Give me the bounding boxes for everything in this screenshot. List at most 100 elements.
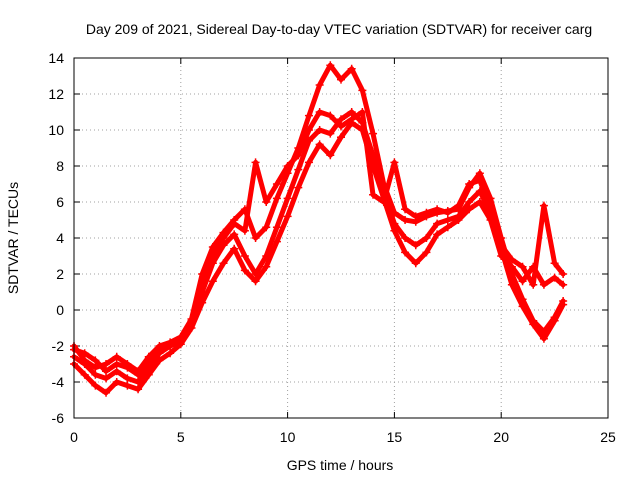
data-point <box>80 349 89 358</box>
x-tick-label: 5 <box>177 429 185 445</box>
data-point <box>198 280 207 289</box>
data-point <box>518 302 527 311</box>
data-point <box>443 216 452 224</box>
data-point <box>411 259 420 268</box>
y-tick-label: 8 <box>56 158 64 174</box>
data-point <box>134 385 143 394</box>
x-tick-label: 20 <box>493 429 509 445</box>
data-point <box>91 370 100 379</box>
data-point <box>219 234 228 242</box>
data-point <box>112 367 121 376</box>
data-point <box>294 183 303 192</box>
data-point <box>465 198 474 206</box>
data-point <box>123 374 132 383</box>
data-point <box>262 198 271 206</box>
y-tick-label: 6 <box>56 194 64 210</box>
data-point <box>559 300 568 309</box>
data-point <box>176 336 185 345</box>
data-point <box>550 316 559 325</box>
data-point <box>315 126 324 134</box>
data-point <box>497 241 506 250</box>
data-point <box>315 140 324 149</box>
data-point <box>337 122 345 131</box>
data-point <box>230 230 239 239</box>
data-point <box>240 226 249 235</box>
data-point <box>475 176 484 185</box>
data-point <box>507 280 516 289</box>
x-tick-labels: 0 5 10 15 20 25 <box>70 429 616 445</box>
data-point <box>326 151 335 160</box>
y-tick-labels: -6 -4 -2 0 2 4 6 8 10 12 14 <box>48 50 64 426</box>
data-point <box>497 252 506 260</box>
x-tick-label: 15 <box>387 429 403 445</box>
data-point <box>208 277 217 286</box>
data-point <box>134 370 143 379</box>
y-tick-label: 4 <box>56 230 64 246</box>
data-point <box>465 180 474 188</box>
data-point <box>326 111 335 120</box>
data-point <box>539 280 548 289</box>
data-point <box>401 205 410 214</box>
y-tick-label: -4 <box>52 374 65 390</box>
y-tick-label: -2 <box>52 338 65 354</box>
data-point <box>80 360 89 368</box>
data-point <box>91 381 100 390</box>
data-point <box>390 226 399 235</box>
data-point <box>102 388 111 397</box>
data-point <box>518 277 527 286</box>
series-track-4 <box>70 108 568 379</box>
data-point <box>315 81 324 89</box>
data-point <box>262 223 271 232</box>
data-point <box>230 244 239 253</box>
data-point <box>433 219 442 228</box>
data-point <box>251 277 260 286</box>
data-point <box>369 129 378 138</box>
data-point <box>315 108 324 116</box>
data-point <box>443 223 452 232</box>
data-point <box>102 360 111 368</box>
data-point <box>326 61 335 70</box>
data-point <box>272 223 281 232</box>
data-point <box>91 363 100 372</box>
data-point <box>240 252 249 260</box>
data-point <box>507 255 516 264</box>
data-point <box>251 158 260 167</box>
series-track-3 <box>70 118 568 397</box>
data-point <box>559 270 568 278</box>
data-point <box>166 342 175 350</box>
data-point <box>326 129 335 138</box>
data-point <box>80 370 89 379</box>
data-point <box>187 316 196 325</box>
x-tick-label: 25 <box>600 429 616 445</box>
data-point <box>304 126 313 134</box>
x-tick-label: 0 <box>70 429 78 445</box>
data-point <box>475 198 484 206</box>
data-point <box>529 280 538 289</box>
data-point <box>337 75 345 84</box>
data-point <box>539 201 548 210</box>
data-point <box>155 345 164 354</box>
data-point <box>347 64 356 73</box>
data-point <box>272 180 281 188</box>
data-point <box>240 266 249 275</box>
data-point <box>337 133 345 142</box>
data-point <box>401 234 410 242</box>
data-point <box>112 360 121 368</box>
data-series <box>70 61 568 397</box>
data-point <box>112 352 121 361</box>
data-point <box>454 216 463 224</box>
data-point <box>358 86 367 95</box>
data-point <box>507 262 516 271</box>
data-point <box>347 115 356 124</box>
data-point <box>337 115 345 124</box>
data-point <box>347 108 356 116</box>
data-point <box>304 158 313 167</box>
data-point <box>251 234 260 242</box>
data-point <box>433 230 442 239</box>
data-point <box>433 205 442 214</box>
data-point <box>379 198 388 206</box>
y-axis-title: SDTVAR / TECUs <box>5 182 21 294</box>
plot-frame <box>73 57 609 419</box>
